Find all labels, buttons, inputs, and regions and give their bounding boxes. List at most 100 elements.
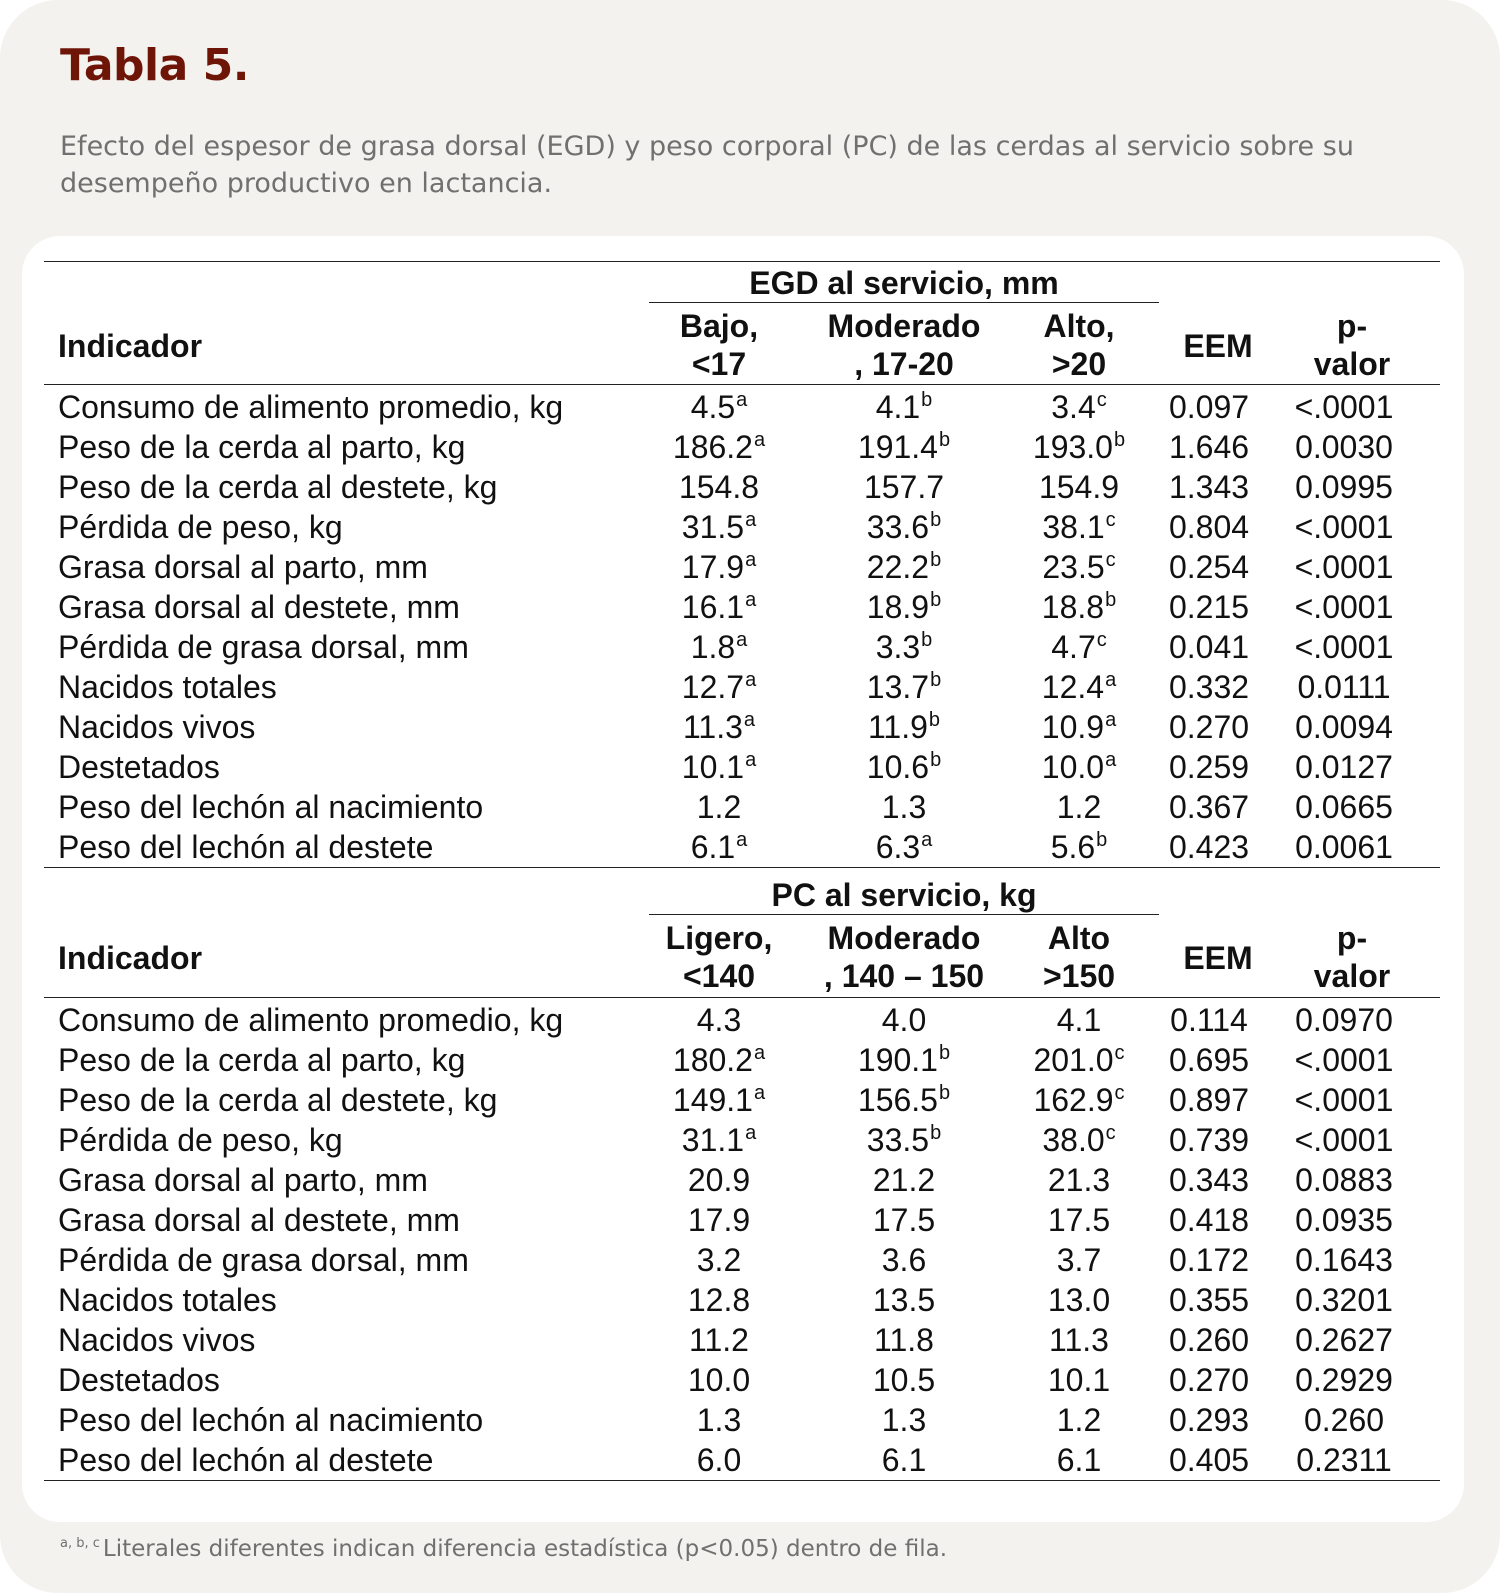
col2-cell: 17.5 [789, 1202, 1019, 1239]
col3-cell-superscript: c [1114, 1081, 1125, 1104]
col1-cell: 186.2a [649, 429, 789, 466]
pvalue-cell: 0.1643 [1279, 1242, 1409, 1279]
col1-cell-value: 11.3 [682, 708, 743, 745]
col2-cell-superscript: b [930, 1121, 942, 1144]
col2-cell: 33.5b [789, 1122, 1019, 1159]
col3-cell-value: 201.0 [1033, 1041, 1114, 1078]
indicator-cell-value: Destetados [58, 1361, 220, 1398]
table-row: Grasa dorsal al destete, mm 16.1a 18.9b 18.… [44, 587, 1440, 627]
group-header: PC al servicio, kg [649, 876, 1159, 915]
pvalue-cell-value: <.0001 [1294, 508, 1394, 545]
pvalue-header: p- valor [1292, 919, 1412, 995]
col3-cell-superscript: c [1105, 508, 1116, 531]
col2-cell-value: 22.2 [866, 548, 930, 585]
col1-cell-value: 6.1 [690, 828, 736, 865]
table-row: Peso del lechón al destete 6.0 6.1 6.1 0.405… [44, 1440, 1440, 1480]
table-row: Destetados 10.0 10.5 10.1 0.270 0.2929 [44, 1360, 1440, 1400]
eem-cell: 0.254 [1139, 549, 1279, 586]
pvalue-cell-value: 0.1643 [1295, 1241, 1393, 1278]
table-row: Consumo de alimento promedio, kg 4.5a 4.1b… [44, 387, 1440, 427]
table-row: Peso de la cerda al destete, kg 154.8 157.… [44, 467, 1440, 507]
col2-cell: 11.9b [789, 709, 1019, 746]
col3-cell: 18.8b [1019, 589, 1139, 626]
pvalue-header-line1: p- [1336, 308, 1368, 344]
col1-cell: 3.2 [649, 1242, 789, 1279]
col2-cell: 13.7b [789, 669, 1019, 706]
col3-cell-value: 193.0 [1032, 428, 1113, 465]
col3-cell-value: 5.6 [1050, 828, 1096, 865]
indicator-cell: Pérdida de grasa dorsal, mm [44, 1242, 649, 1279]
indicator-cell: Peso del lechón al nacimiento [44, 789, 649, 826]
col1-cell: 1.8a [649, 629, 789, 666]
eem-cell-value: 0.215 [1168, 588, 1250, 625]
table-row: Peso del lechón al nacimiento 1.3 1.3 1.2 0.… [44, 1400, 1440, 1440]
col1-cell-superscript: a [753, 428, 766, 451]
eem-cell: 0.418 [1139, 1202, 1279, 1239]
indicator-cell-value: Peso de la cerda al destete, kg [58, 468, 498, 505]
eem-cell: 0.270 [1139, 1362, 1279, 1399]
pvalue-cell: 0.3201 [1279, 1282, 1409, 1319]
col3-cell-value: 38.1 [1042, 508, 1105, 545]
col1-cell-superscript: a [743, 708, 756, 731]
col2-cell-value: 1.3 [881, 1401, 927, 1438]
col1-cell-value: 12.7 [681, 668, 745, 705]
col1-cell-value: 3.2 [696, 1241, 742, 1278]
col2-cell-superscript: b [928, 708, 941, 731]
indicator-cell-value: Grasa dorsal al destete, mm [58, 1201, 460, 1238]
col2-cell: 4.1b [789, 389, 1019, 426]
col3-header-line2: >150 [1042, 958, 1116, 994]
table-row: Grasa dorsal al parto, mm 17.9a 22.2b 23.5c… [44, 547, 1440, 587]
col1-cell-value: 180.2 [672, 1041, 753, 1078]
col1-cell-value: 186.2 [672, 428, 753, 465]
indicator-cell: Pérdida de grasa dorsal, mm [44, 629, 649, 666]
col3-cell-superscript: a [1105, 748, 1117, 771]
col1-cell-value: 10.0 [687, 1361, 751, 1398]
col2-cell-value: 18.9 [866, 588, 930, 625]
pvalue-cell-value: <.0001 [1294, 628, 1394, 665]
col1-cell: 4.5a [649, 389, 789, 426]
col2-cell-superscript: b [930, 508, 942, 531]
col2-cell-value: 6.3 [875, 828, 921, 865]
col1-cell-superscript: a [745, 548, 757, 571]
indicator-cell-value: Pérdida de peso, kg [58, 508, 343, 545]
col2-cell-value: 190.1 [857, 1041, 938, 1078]
table-row: Pérdida de peso, kg 31.5a 33.6b 38.1c 0.804 <… [44, 507, 1440, 547]
eem-cell: 0.260 [1139, 1322, 1279, 1359]
eem-cell-value: 0.254 [1168, 548, 1250, 585]
col3-cell-value: 3.7 [1056, 1241, 1102, 1278]
indicator-cell: Peso del lechón al destete [44, 829, 649, 866]
col3-cell: 3.4c [1019, 389, 1139, 426]
eem-cell-value: 0.293 [1168, 1401, 1250, 1438]
pvalue-cell: <.0001 [1279, 629, 1409, 666]
eem-cell: 1.646 [1139, 429, 1279, 466]
col2-cell-value: 3.6 [881, 1241, 927, 1278]
pvalue-cell-value: 0.0970 [1295, 1001, 1393, 1038]
col3-cell-value: 10.1 [1047, 1361, 1111, 1398]
col2-cell: 10.5 [789, 1362, 1019, 1399]
eem-cell-value: 0.343 [1168, 1161, 1250, 1198]
indicator-header: Indicador [58, 940, 203, 976]
col3-header: Alto >150 [1019, 919, 1139, 995]
col3-cell-superscript: c [1114, 1041, 1125, 1064]
indicator-cell-value: Nacidos totales [58, 1281, 277, 1318]
pvalue-cell: 0.0094 [1279, 709, 1409, 746]
table-row: Nacidos vivos 11.2 11.8 11.3 0.260 0.2627 [44, 1320, 1440, 1360]
indicator-cell: Grasa dorsal al destete, mm [44, 589, 649, 626]
eem-cell-value: 0.405 [1168, 1441, 1250, 1478]
col1-header-line2: <140 [682, 958, 756, 994]
table-row: Peso del lechón al destete 6.1a 6.3a 5.6b 0.… [44, 827, 1440, 867]
table-row: Peso de la cerda al parto, kg 186.2a 191.4… [44, 427, 1440, 467]
eem-cell: 0.739 [1139, 1122, 1279, 1159]
indicator-cell-value: Peso del lechón al destete [58, 828, 434, 865]
eem-cell: 0.270 [1139, 709, 1279, 746]
table-body: Consumo de alimento promedio, kg 4.5a 4.1b… [44, 385, 1440, 868]
col3-cell-superscript: b [1113, 428, 1126, 451]
pvalue-cell-value: 0.2627 [1295, 1321, 1393, 1358]
col2-cell: 10.6b [789, 749, 1019, 786]
pvalue-cell-value: <.0001 [1294, 548, 1394, 585]
pvalue-cell-value: 0.0665 [1295, 788, 1393, 825]
table-header: EGD al servicio, mm Indicador Bajo, <17 … [44, 261, 1440, 385]
col3-cell: 38.1c [1019, 509, 1139, 546]
indicator-cell: Peso de la cerda al destete, kg [44, 1082, 649, 1119]
